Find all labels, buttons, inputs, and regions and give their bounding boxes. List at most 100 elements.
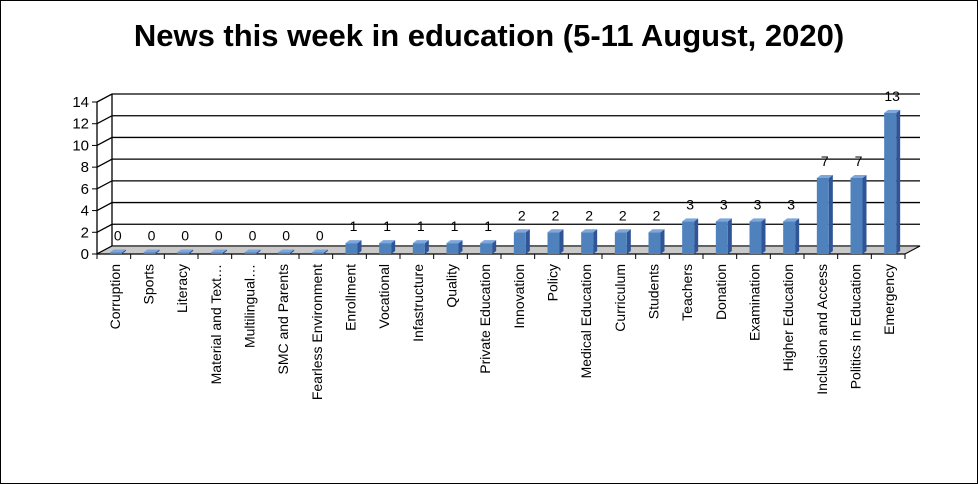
bar-front <box>109 252 122 254</box>
bar-side <box>559 229 564 254</box>
bar-side <box>525 229 530 254</box>
data-label: 0 <box>215 228 223 244</box>
bar-top <box>412 240 429 244</box>
bar-side <box>357 240 362 254</box>
category-label: Politics in Education <box>848 264 864 389</box>
bar-top <box>480 240 497 244</box>
category-label: Sports <box>141 264 157 304</box>
bar-top <box>581 229 598 233</box>
bar-top <box>379 240 396 244</box>
bar-top <box>177 249 194 253</box>
bar-front <box>715 221 728 254</box>
bar-front <box>783 221 796 254</box>
category-label: Policy <box>545 264 561 301</box>
data-label: 7 <box>821 153 829 169</box>
bar-front <box>345 243 358 254</box>
bar-front <box>614 232 627 254</box>
bar-side <box>256 249 261 254</box>
category-label: Higher Education <box>780 264 796 371</box>
data-label: 7 <box>855 153 863 169</box>
data-label: 3 <box>754 196 762 212</box>
data-labels: 0 0 0 0 0 0 0 1 1 1 1 1 2 2 2 2 2 3 3 3 3 7 7 13 <box>114 88 900 244</box>
data-label: 0 <box>148 228 156 244</box>
bar-side <box>424 240 429 254</box>
bar-top <box>614 229 631 233</box>
bar-top <box>749 218 766 222</box>
bar-top <box>345 240 362 244</box>
category-label: Private Education <box>477 264 493 374</box>
bar-front <box>581 232 594 254</box>
category-label: Inclusion and Access <box>814 264 830 395</box>
data-label: 2 <box>585 207 593 223</box>
bar-front <box>816 178 829 254</box>
data-label: 1 <box>350 218 358 234</box>
category-label: Donation <box>713 264 729 320</box>
gridline <box>96 158 920 168</box>
bar <box>783 218 800 254</box>
bar-side <box>828 175 833 254</box>
category-labels: Corruption Sports Literacy Material and Tex… <box>107 264 897 400</box>
data-label: 2 <box>552 207 560 223</box>
bar-top <box>884 109 901 113</box>
bar-side <box>626 229 631 254</box>
bar-front <box>210 252 223 254</box>
data-label: 2 <box>619 207 627 223</box>
bar-front <box>143 252 156 254</box>
bar-side <box>290 249 295 254</box>
bar-front <box>177 252 190 254</box>
bar-side <box>795 218 800 254</box>
bar-front <box>850 178 863 254</box>
data-label: 0 <box>181 228 189 244</box>
bars <box>109 109 901 254</box>
bar <box>682 218 699 254</box>
bar-front <box>244 252 257 254</box>
bar-side <box>896 109 901 254</box>
category-label: Curriculum <box>612 264 628 332</box>
data-label: 13 <box>884 88 900 104</box>
bar-top <box>278 249 295 253</box>
bar <box>210 249 227 254</box>
y-tick-label: 6 <box>81 181 89 198</box>
category-label: Infastructure <box>410 264 426 342</box>
bar-side <box>593 229 598 254</box>
bar-side <box>694 218 699 254</box>
bar-side <box>862 175 867 254</box>
bar-top <box>244 249 261 253</box>
category-label: Fearless Environment <box>309 264 325 400</box>
gridline <box>96 180 920 190</box>
bar-front <box>749 221 762 254</box>
bar-top <box>446 240 463 244</box>
data-label: 3 <box>787 196 795 212</box>
data-label: 1 <box>484 218 492 234</box>
bar-front <box>311 252 324 254</box>
bar-front <box>379 243 392 254</box>
bar-side <box>660 229 665 254</box>
bar-side <box>727 218 732 254</box>
bar <box>345 240 362 254</box>
bar-top <box>210 249 227 253</box>
category-label: Literacy <box>174 264 190 313</box>
bar <box>379 240 396 254</box>
bar <box>581 229 598 254</box>
bar-front <box>480 243 493 254</box>
category-label: Material and Text… <box>208 264 224 384</box>
chart-title: News this week in education (5-11 August… <box>133 18 845 53</box>
gridline <box>96 201 920 212</box>
bar-side <box>492 240 497 254</box>
bar <box>715 218 732 254</box>
bar <box>109 249 126 254</box>
bar-front <box>446 243 459 254</box>
bar-top <box>513 229 530 233</box>
bar-top <box>816 175 833 178</box>
bar-front <box>884 112 897 254</box>
bar <box>278 249 295 254</box>
bar <box>177 249 194 254</box>
category-label: Innovation <box>511 264 527 329</box>
data-label: 1 <box>417 218 425 234</box>
gridline <box>96 115 920 125</box>
bar-front <box>412 243 425 254</box>
bar <box>816 175 833 254</box>
bar-side <box>323 249 328 254</box>
bar <box>143 249 160 254</box>
